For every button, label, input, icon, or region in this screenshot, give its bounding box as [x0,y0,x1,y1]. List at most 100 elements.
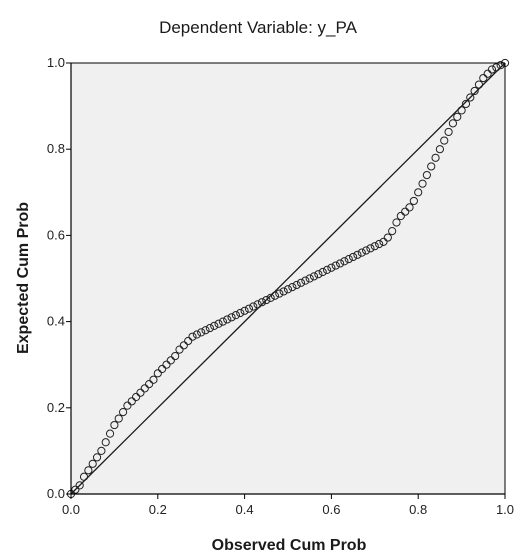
data-point [266,293,275,302]
data-point [353,250,362,259]
y-tick-label: 0.6 [47,227,65,242]
data-point [88,459,97,468]
data-point [92,453,102,462]
data-point [71,485,80,494]
data-point [366,244,375,253]
data-point [175,345,184,354]
y-axis-ticks: 0.0 0.2 0.4 0.6 0.8 1.0 [47,55,71,501]
data-point [483,69,492,78]
data-point [331,261,340,270]
data-point [75,481,84,490]
data-point [123,401,132,410]
data-point [461,99,471,109]
data-point [140,384,149,393]
y-axis-label: Expected Cum Prob [15,202,32,354]
data-point [314,270,323,279]
data-point [401,207,410,216]
data-point [270,291,280,300]
data-point [453,112,462,121]
data-point [444,127,453,137]
data-point [110,420,119,430]
data-point [409,196,418,206]
data-point [227,313,236,322]
data-point [279,287,288,296]
data-point [448,119,458,128]
data-point [396,211,405,221]
data-point [136,388,145,397]
data-point [431,153,440,162]
data-point [414,188,423,197]
data-point [309,272,319,281]
y-tick-label: 0.2 [47,400,65,415]
y-tick-label: 0.4 [47,314,65,329]
y-tick-label: 0.0 [47,486,65,501]
data-point [188,332,197,341]
data-point [427,162,436,171]
data-point [127,397,136,406]
data-point [479,73,488,83]
reference-diagonal-line [70,62,506,495]
data-point [153,369,162,378]
data-point [210,321,219,331]
data-point [305,274,314,283]
x-tick-label: 0.0 [62,502,80,517]
data-point [105,429,115,438]
data-point [257,298,267,307]
data-point [158,364,167,374]
data-point [296,278,306,287]
data-point [214,319,223,328]
data-point [118,408,128,417]
data-point [205,323,214,333]
scatter-points [66,58,510,499]
data-point [253,300,262,309]
data-point [240,306,249,315]
data-point [218,317,227,326]
data-point [262,295,271,305]
data-point [231,311,241,320]
data-point [288,283,297,292]
data-point [197,328,206,337]
data-point [244,304,254,313]
data-point [149,375,158,384]
data-point [440,136,449,145]
data-point [470,86,479,96]
data-point [301,276,310,285]
x-tick-label: 0.8 [409,502,427,517]
data-point [405,203,414,212]
data-point [327,263,336,272]
data-point [84,466,93,475]
data-point [114,414,123,423]
data-point [392,218,401,227]
chart-title: Dependent Variable: y_PA [159,18,357,37]
data-point [418,179,427,188]
x-tick-label: 0.2 [149,502,167,517]
data-point [349,252,358,262]
data-point [97,446,106,455]
x-tick-label: 1.0 [496,502,514,517]
data-point [474,80,484,89]
y-tick-label: 1.0 [47,55,65,70]
data-point [292,280,301,290]
data-point [192,330,201,339]
data-point [370,242,379,251]
data-point [318,267,327,277]
data-point [236,308,245,318]
data-point [322,265,332,274]
data-point [388,226,397,236]
y-tick-label: 0.8 [47,141,65,156]
x-tick-label: 0.6 [322,502,340,517]
data-point [283,285,293,294]
data-point [249,302,258,311]
data-point [179,341,188,350]
data-point [457,106,466,115]
data-point [362,246,371,255]
data-point [340,257,349,266]
data-point [275,289,284,298]
data-point [379,237,388,246]
x-axis-label: Observed Cum Prob [212,537,367,554]
data-point [383,233,392,242]
data-point [162,360,171,369]
data-point [487,65,497,74]
data-point [223,315,232,324]
